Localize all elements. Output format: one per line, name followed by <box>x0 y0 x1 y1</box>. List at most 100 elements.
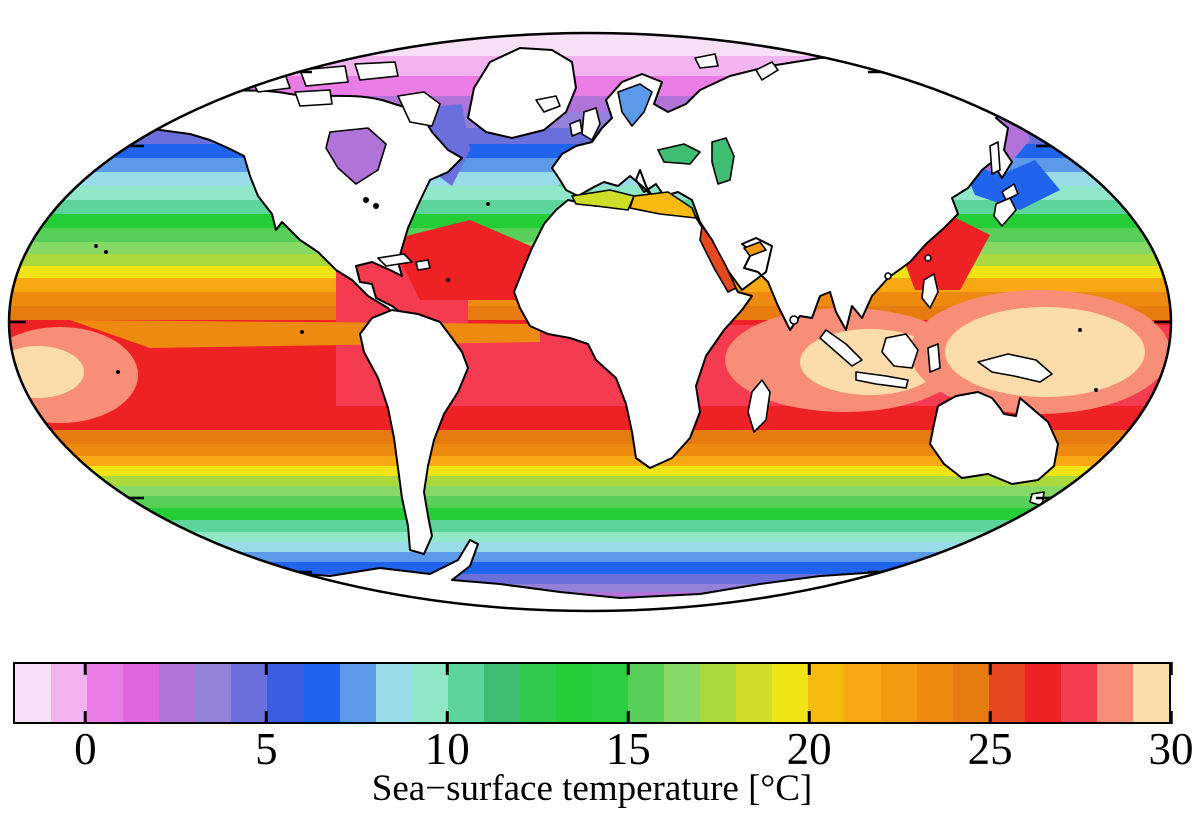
colorbar-tick-label-20: 20 <box>786 724 832 774</box>
colorbar-caption: Sea−surface temperature [°C] <box>371 768 813 809</box>
colorbar-segment-2c <box>159 664 196 722</box>
colorbar-segment-17c <box>700 664 737 722</box>
colorbar-notch <box>988 711 992 724</box>
new-zealand-north <box>1081 473 1099 497</box>
colorbar-notch <box>1169 662 1173 675</box>
madagascar <box>747 379 771 433</box>
gulf-stream-red-tongue <box>390 220 540 300</box>
greenland <box>467 47 577 139</box>
sst-band <box>9 496 1171 509</box>
colorbar-segment-26c <box>1024 664 1061 722</box>
colorbar-segment-24c <box>952 664 989 722</box>
colorbar-segment--1c <box>51 664 88 722</box>
great-lakes <box>363 197 369 203</box>
colorbar-segment-28c <box>1096 664 1133 722</box>
colorbar-notch <box>265 711 268 724</box>
japan-honshu <box>993 197 1017 227</box>
new-zealand-south <box>1095 491 1113 513</box>
baffin-island <box>397 91 441 127</box>
new-siberian-islands <box>899 52 928 67</box>
black-sea <box>657 143 701 165</box>
sst-band <box>9 466 1171 477</box>
colorbar-notch <box>84 662 87 675</box>
colorbar-gradient <box>13 662 1171 724</box>
sst-band <box>9 96 1171 113</box>
red-sea <box>699 225 737 293</box>
island-dot-1 <box>94 244 98 248</box>
colorbar-notch <box>807 662 811 675</box>
colorbar-segment-21c <box>844 664 881 722</box>
world-map <box>7 31 1173 613</box>
iceland <box>535 95 561 113</box>
sst-band <box>9 532 1171 543</box>
colorbar-notch <box>626 711 630 724</box>
colorbar-segment-5c <box>267 664 304 722</box>
sst-band <box>9 76 1171 97</box>
colorbar-segment-23c <box>916 664 953 722</box>
colorbar-notch <box>807 711 811 724</box>
sumatra <box>819 329 863 367</box>
colorbar-segment-6c <box>303 664 340 722</box>
north-pacific-blue-dip <box>960 160 1060 210</box>
japan-hokkaido <box>1001 183 1019 201</box>
colorbar-segment-1c <box>123 664 160 722</box>
sst-band <box>9 574 1171 585</box>
mediterranean-east <box>629 191 697 219</box>
world-map-svg <box>7 31 1173 613</box>
colorbar-notch <box>626 662 630 675</box>
great-lakes-2 <box>373 203 379 209</box>
arctic-island-3 <box>354 61 399 81</box>
caspian-sea <box>711 137 735 185</box>
borneo <box>881 333 919 369</box>
colorbar-segment-0c <box>87 664 124 722</box>
continent-eurasia <box>551 55 1013 331</box>
island-dot-6 <box>1078 328 1082 332</box>
colorbar-segment-29c <box>1132 664 1169 722</box>
colorbar-segment-16c <box>664 664 701 722</box>
hudson-bay <box>325 127 387 185</box>
arctic-island-4 <box>294 89 333 107</box>
sst-band <box>9 33 1171 57</box>
island-dot-2 <box>104 250 108 254</box>
colorbar-segment-8c <box>375 664 412 722</box>
ireland <box>569 119 583 137</box>
colorbar-segment-11c <box>483 664 520 722</box>
colorbar-segment-14c <box>592 664 629 722</box>
colorbar-segment-7c <box>339 664 376 722</box>
sst-band <box>9 56 1171 77</box>
colorbar-tick-label-5: 5 <box>255 724 278 774</box>
sst-band <box>9 542 1171 553</box>
baltic-sea <box>617 83 653 127</box>
persian-gulf <box>743 241 767 257</box>
sst-band <box>9 486 1171 497</box>
west-pacific-warm-pool <box>945 307 1145 397</box>
colorbar-segment-4c <box>231 664 268 722</box>
island-dot-3 <box>116 370 120 374</box>
kuroshio-red-tongue <box>900 215 990 290</box>
philippines <box>921 273 939 309</box>
colorbar-segment-15c <box>628 664 665 722</box>
graticule-ticks <box>9 70 1171 574</box>
island-dot-7 <box>1094 388 1098 392</box>
colorbar-segment-18c <box>736 664 773 722</box>
sst-band <box>9 520 1171 533</box>
sst-band <box>9 552 1171 563</box>
hainan <box>884 272 892 280</box>
continent-africa <box>513 199 753 469</box>
colorbar-segment-12c <box>519 664 556 722</box>
colorbar-notch <box>1169 711 1173 724</box>
colorbar-segment-20c <box>808 664 845 722</box>
colorbar-notch <box>84 711 87 724</box>
colorbar-segment-10c <box>447 664 484 722</box>
colorbar-segment-25c <box>988 664 1025 722</box>
colorbar-segment-27c <box>1060 664 1097 722</box>
colorbar-segment-13c <box>555 664 592 722</box>
colorbar-tick-label-25: 25 <box>967 724 1013 774</box>
colorbar-segment-22c <box>880 664 917 722</box>
sst-band <box>9 562 1171 575</box>
sst-band <box>9 456 1171 467</box>
mediterranean-west <box>571 189 635 211</box>
colorbar-notch <box>446 711 449 724</box>
taiwan <box>924 254 932 262</box>
